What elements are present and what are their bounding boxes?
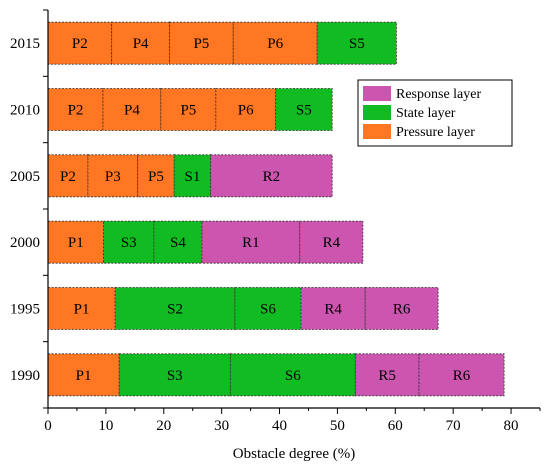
bar-segment-1995-S6	[234, 287, 302, 330]
segment-label: S1	[184, 169, 200, 185]
segment-label: R6	[393, 302, 411, 318]
bar-segment-2000-R1	[201, 220, 301, 264]
legend-swatch	[363, 124, 391, 139]
segment-label: R4	[324, 302, 342, 318]
legend-label: State layer	[396, 106, 456, 121]
bar-segment-1995-R4	[300, 287, 366, 330]
segment-label: P2	[68, 103, 84, 119]
segment-label: R6	[453, 368, 471, 384]
segment-label: P5	[180, 103, 196, 119]
bar-segment-2010-P4	[102, 88, 162, 131]
segment-label: P1	[76, 368, 92, 384]
segment-label: S6	[285, 368, 301, 384]
segment-label: R2	[263, 169, 281, 185]
bar-segment-2000-R4	[299, 220, 364, 264]
segment-label: R4	[323, 235, 341, 251]
x-tick-label: 30	[214, 418, 229, 434]
x-tick-label: 40	[272, 418, 287, 434]
y-tick-label: 2015	[10, 36, 40, 52]
segment-label: S6	[260, 302, 276, 318]
segment-label: R5	[378, 368, 396, 384]
segment-label: S2	[167, 302, 183, 318]
x-tick-label: 80	[504, 418, 519, 434]
x-axis-title: Obstacle degree (%)	[233, 446, 355, 462]
segment-label: R1	[242, 235, 260, 251]
bar-segment-2015-P5	[169, 21, 234, 65]
legend-swatch	[363, 86, 391, 101]
segment-label: P6	[238, 103, 254, 119]
x-tick-label: 10	[98, 418, 113, 434]
bar-segment-1990-P1	[47, 353, 120, 397]
bar-segment-2015-P2	[47, 21, 113, 65]
bar-segment-2005-P3	[87, 154, 139, 198]
x-tick-label: 60	[388, 418, 403, 434]
y-tick-label: 1995	[10, 302, 40, 318]
bar-segment-2010-P5	[160, 88, 217, 131]
segment-label: P6	[267, 36, 283, 52]
segment-label: P2	[72, 36, 88, 52]
bars-group: P2 P4 P5 P6 S5 P2 P4 P5 P6 S5 P2 P3 P5 S1 R2 P1 S3 S4 R1 R4…	[47, 21, 505, 397]
legend: Response layer State layer Pressure layer	[357, 79, 513, 147]
bar-segment-1990-S6	[229, 353, 356, 397]
segment-label: P1	[68, 235, 84, 251]
segment-label: S3	[167, 368, 183, 384]
bar-segment-2000-P1	[47, 220, 104, 264]
bar-segment-2015-S5	[316, 21, 397, 65]
y-tick-label: 1990	[10, 368, 40, 384]
y-tick-label: 2010	[10, 103, 40, 119]
bar-segment-1990-S3	[118, 353, 231, 397]
segment-label: S5	[296, 103, 312, 119]
segment-label: P5	[148, 169, 164, 185]
x-tick-label: 70	[446, 418, 461, 434]
bar-segment-2005-R2	[210, 154, 333, 198]
x-tick-label: 50	[330, 418, 345, 434]
bar-segment-2010-P2	[47, 88, 104, 131]
axes-group: 2015 2010 2005 2000 1995 1990 0 10 20 30 40 50 60 70 8…	[10, 9, 541, 434]
y-tick-label: 2000	[10, 235, 40, 251]
segment-label: P3	[105, 169, 121, 185]
bar-segment-1995-R6	[364, 287, 439, 330]
bar-segment-2010-S5	[275, 88, 333, 131]
segment-label: S3	[121, 235, 137, 251]
y-tick-label: 2005	[10, 169, 40, 185]
bar-segment-1990-R6	[418, 353, 505, 397]
segment-label: S5	[349, 36, 365, 52]
bar-segment-1995-S2	[114, 287, 236, 330]
bar-segment-2015-P6	[232, 21, 318, 65]
bar-segment-2015-P4	[111, 21, 170, 65]
segment-label: P4	[133, 36, 149, 52]
bar-segment-2000-S4	[153, 220, 203, 264]
legend-swatch	[363, 105, 391, 120]
segment-label: P4	[124, 103, 140, 119]
segment-label: P1	[74, 302, 90, 318]
bar-segment-2010-P6	[215, 88, 276, 131]
legend-label: Pressure layer	[396, 125, 475, 140]
x-tick-label: 20	[156, 418, 171, 434]
legend-label: Response layer	[396, 87, 481, 102]
segment-label: S4	[170, 235, 186, 251]
bar-segment-2005-S1	[173, 154, 212, 198]
x-tick-label: 0	[44, 418, 52, 434]
bar-segment-2005-P2	[47, 154, 89, 198]
segment-label: P2	[60, 169, 76, 185]
segment-label: P5	[193, 36, 209, 52]
